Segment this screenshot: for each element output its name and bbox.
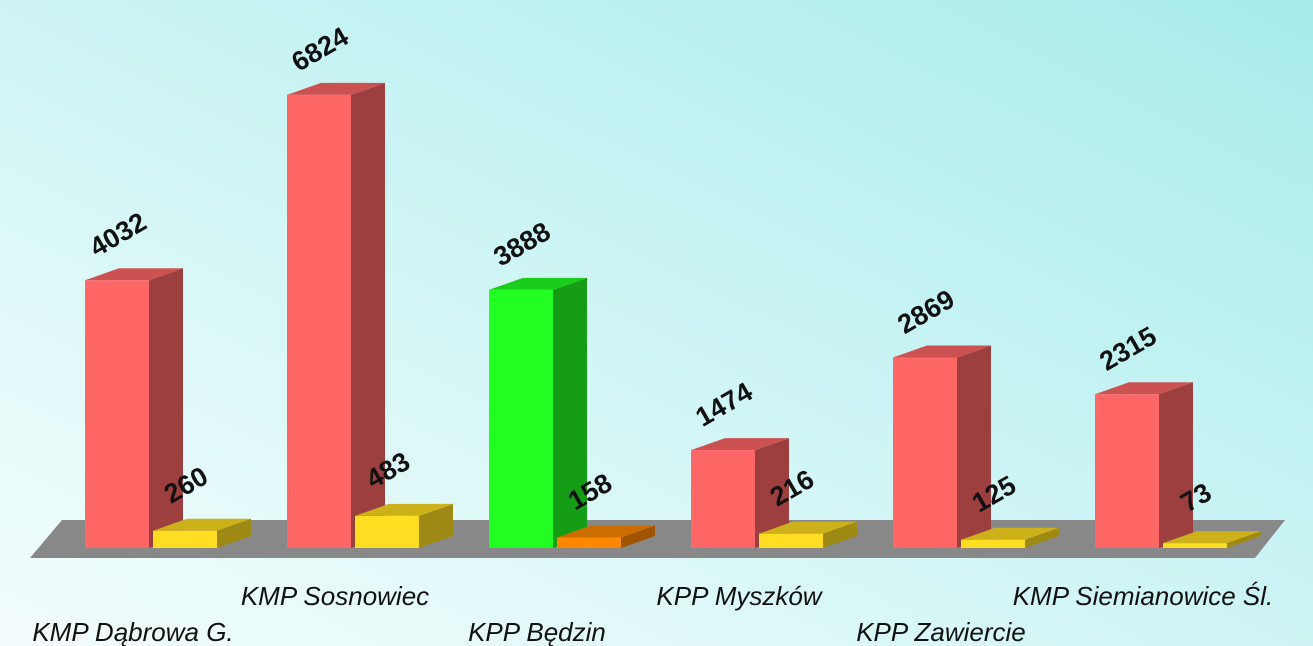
bar-top [759, 521, 857, 534]
x-tick-label: KMP Siemianowice Śl. [1013, 581, 1274, 611]
bar-side [217, 518, 251, 548]
bar [1163, 531, 1261, 548]
x-tick-label: KPP Zawiercie [856, 617, 1026, 646]
bar-top [287, 82, 385, 95]
x-tick-label: KPP Będzin [468, 617, 606, 646]
bar [355, 503, 453, 548]
bar-front [1095, 394, 1159, 548]
bar [153, 518, 251, 548]
bar-front [489, 289, 553, 548]
x-tick-label: KMP Sosnowiec [241, 581, 429, 611]
bar-front [691, 450, 755, 548]
bar-front [759, 533, 823, 548]
bar-front [153, 530, 217, 548]
bar [557, 525, 655, 548]
bar-top [1095, 382, 1193, 395]
bar-top [1163, 531, 1261, 544]
bar-front [85, 280, 149, 548]
bar-front [961, 539, 1025, 548]
bar-side [553, 277, 587, 548]
bar [85, 268, 183, 548]
bar [691, 438, 789, 548]
bar-front [893, 357, 957, 548]
bar-top [153, 518, 251, 531]
bar-top [557, 525, 655, 538]
bar-side [419, 503, 453, 548]
bar-top [85, 268, 183, 281]
bar [1095, 382, 1193, 548]
x-tick-label: KMP Dąbrowa G. [32, 617, 233, 646]
bar-side [1025, 527, 1059, 548]
bar-side [755, 438, 789, 548]
bar [961, 527, 1059, 548]
bar-side [957, 345, 991, 548]
bar-front [557, 537, 621, 548]
bar-front [287, 94, 351, 548]
bar [893, 345, 991, 548]
bar-side [1227, 531, 1261, 548]
bar-side [351, 82, 385, 548]
bar-top [691, 438, 789, 451]
bar-front [355, 515, 419, 548]
bar-top [355, 503, 453, 516]
x-tick-label: KPP Myszków [656, 581, 823, 611]
bar [759, 521, 857, 548]
bar-side [621, 525, 655, 548]
bar-top [893, 345, 991, 358]
bar-top [961, 527, 1059, 540]
bar [287, 82, 385, 548]
bar-side [149, 268, 183, 548]
bar [489, 277, 587, 548]
bar-top [489, 277, 587, 290]
bar-front [1163, 543, 1227, 548]
bar-side [1159, 382, 1193, 548]
bar-side [823, 521, 857, 548]
